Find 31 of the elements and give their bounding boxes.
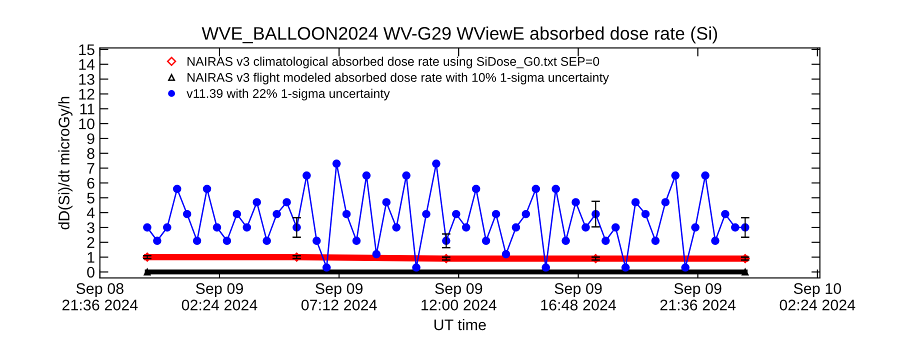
legend-label: v11.39 with 22% 1-sigma uncertainty <box>186 88 390 100</box>
chart-title: WVE_BALLOON2024 WV-G29 WViewE absorbed dose rate (Si) <box>202 26 718 44</box>
x-tick-label: Sep 09 16:48 2024 <box>541 283 616 310</box>
y-tick-label: 6 <box>87 178 94 189</box>
point <box>742 268 749 276</box>
y-tick-label: 5 <box>87 192 94 204</box>
y-tick-label: 9 <box>87 133 94 144</box>
y-tick-label: 8 <box>87 148 94 159</box>
x-tick-label: Sep 09 21:36 2024 <box>660 283 736 310</box>
x-axis-title: UT time <box>434 319 486 330</box>
y-tick-label: 1 <box>88 252 94 263</box>
x-tick-label: Sep 09 07:12 2024 <box>301 283 377 310</box>
y-tick-label: 7 <box>87 163 94 174</box>
point <box>144 268 151 276</box>
x-tick-label: Sep 08 21:36 2024 <box>62 283 138 310</box>
x-tick-label: Sep 09 02:24 2024 <box>182 283 258 310</box>
y-tick-label: 2 <box>87 237 94 248</box>
y-tick-label: 0 <box>87 266 94 278</box>
y-tick-label: 15 <box>79 44 94 56</box>
y-tick-label: 4 <box>86 208 95 218</box>
y-tick-label: 10 <box>79 118 94 130</box>
legend-label: NAIRAS v3 flight modeled absorbed dose rate with 10% 1-sigma uncertainty <box>188 72 609 84</box>
y-tick-label: 11 <box>80 104 94 114</box>
x-tick-label: Sep 09 12:00 2024 <box>422 283 496 310</box>
y-axis-title: dD(Si)/dt microGy/h <box>58 96 72 230</box>
legend-label: NAIRAS v3 climatological absorbed dose rate using SiDose_G0.txt SEP=0 <box>188 56 600 68</box>
y-tick-label: 12 <box>79 88 94 100</box>
x-tick-label: Sep 10 02:24 2024 <box>780 283 856 310</box>
y-tick-label: 14 <box>79 59 95 70</box>
y-tick-label: 13 <box>79 74 94 85</box>
y-tick-label: 3 <box>87 222 94 234</box>
